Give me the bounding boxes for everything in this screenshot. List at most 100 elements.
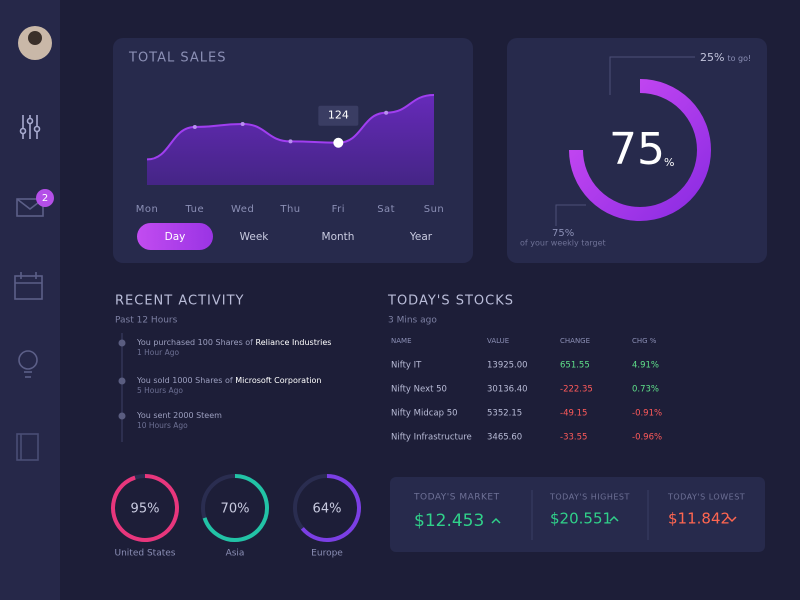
ring-arc <box>300 474 361 542</box>
remaining-value: 25% <box>700 51 724 64</box>
tab-active[interactable] <box>137 223 213 250</box>
stocks-title: TODAY'S STOCKS <box>387 294 514 309</box>
target-unit: % <box>664 156 674 169</box>
activity-desc: You sold 1000 Shares of <box>136 376 235 385</box>
stock-cell: 3465.60 <box>487 433 522 443</box>
stock-cell: 651.55 <box>560 361 590 371</box>
target-value: 75 <box>609 124 665 175</box>
activity-list: You purchased 100 Shares of Reliance Ind… <box>118 338 331 430</box>
activity-text: You purchased 100 Shares of Reliance Ind… <box>136 338 331 347</box>
stock-cell: Nifty Infrastructure <box>391 433 472 443</box>
achieved-note: of your weekly target <box>520 239 606 248</box>
column-header: NAME <box>391 337 412 345</box>
stock-cell: 30136.40 <box>487 385 528 395</box>
stock-cell: 4.91% <box>632 361 659 371</box>
day-label: Sun <box>424 204 445 215</box>
sales-point[interactable] <box>240 121 245 126</box>
tab[interactable]: Day <box>165 231 186 243</box>
market-label: TODAY'S HIGHEST <box>549 493 630 502</box>
market-card <box>390 477 765 552</box>
market-value: $11.842 <box>668 510 730 528</box>
region-name: Asia <box>226 549 245 559</box>
sales-plot: Mon Tue Wed Thu 124 Fri Sat Sun Day Week Month Year <box>136 94 445 250</box>
target-card <box>507 38 767 263</box>
stocks-table: NAME VALUE CHANGE CHG % Nifty IT 13925.00 651.… <box>391 337 662 443</box>
region-name: United States <box>115 549 176 559</box>
column-header: CHANGE <box>560 337 590 345</box>
tooltip-value: 124 <box>328 109 349 122</box>
activity-desc: You sent 2000 Steem <box>136 411 222 420</box>
activity-highlight: Microsoft Corporation <box>235 376 321 385</box>
sales-area <box>147 95 434 185</box>
ring-label: 64% <box>313 502 342 517</box>
day-label: Fri <box>332 204 345 215</box>
down-icon <box>727 516 737 523</box>
sales-point[interactable] <box>288 139 293 144</box>
target-gauge: 75% <box>569 79 711 221</box>
tooltip <box>318 105 359 126</box>
sidebar-icons <box>14 115 44 461</box>
activity-text: You sold 1000 Shares of Microsoft Corpor… <box>136 376 321 385</box>
stocks-subtitle: 3 Mins ago <box>388 316 437 326</box>
calendar-icon[interactable] <box>14 272 43 300</box>
stock-cell: Nifty Midcap 50 <box>391 409 458 419</box>
up-icon <box>491 517 501 524</box>
leader-line <box>609 56 695 95</box>
activity-text: You sent 2000 Steem <box>136 411 222 420</box>
tab[interactable]: Week <box>240 231 270 243</box>
sales-point[interactable] <box>192 125 197 130</box>
activity-time: 10 Hours Ago <box>137 421 188 430</box>
region-rings: 95% United States 70% Asia 64% Europe <box>111 474 361 559</box>
sidebar <box>0 0 60 600</box>
day-label: Thu <box>279 204 300 215</box>
timeline-dot <box>118 377 126 385</box>
tab[interactable]: Month <box>322 231 355 243</box>
activity-desc: You purchased 100 Shares of <box>136 338 256 347</box>
stock-cell: 5352.15 <box>487 409 522 419</box>
column-header: VALUE <box>487 337 509 345</box>
settings-icon[interactable] <box>19 115 41 139</box>
activity-subtitle: Past 12 Hours <box>115 316 178 326</box>
tab[interactable]: Year <box>409 231 433 243</box>
stock-cell: -33.55 <box>560 433 587 443</box>
stock-cell: Nifty Next 50 <box>391 385 447 395</box>
activity-title: RECENT ACTIVITY <box>115 294 244 309</box>
ring-arc <box>111 474 179 542</box>
market-stats: TODAY'S MARKET $12.453 TODAY'S HIGHEST $20.… <box>413 493 745 532</box>
market-value: $20.551 <box>550 510 612 528</box>
stock-cell: -222.35 <box>560 385 593 395</box>
timeline-dot <box>118 339 126 347</box>
day-label: Tue <box>185 204 205 215</box>
market-label: TODAY'S MARKET <box>413 493 500 503</box>
notebook-icon[interactable] <box>16 433 39 461</box>
achieved-value: 75% <box>552 228 574 239</box>
sales-title: TOTAL SALES <box>128 51 226 66</box>
stock-cell: -0.96% <box>632 433 662 443</box>
ring-arc <box>202 474 269 542</box>
avatar-face <box>28 31 42 45</box>
badge <box>36 189 54 207</box>
activity-time: 1 Hour Ago <box>137 348 179 357</box>
timeline-dot <box>118 412 126 420</box>
idea-icon[interactable] <box>18 350 38 378</box>
stock-cell: 0.73% <box>632 385 659 395</box>
region-name: Europe <box>311 549 343 559</box>
day-label: Wed <box>231 204 254 215</box>
day-label: Mon <box>136 204 159 215</box>
remaining-note: to go! <box>727 54 751 63</box>
sales-point-selected[interactable] <box>333 137 344 148</box>
market-label: TODAY'S LOWEST <box>667 493 745 502</box>
column-header: CHG % <box>632 337 657 345</box>
ring-label: 95% <box>131 502 160 517</box>
ring-label: 70% <box>221 502 250 517</box>
activity-highlight: Reliance Industries <box>256 338 332 347</box>
leader-line <box>555 204 586 226</box>
stock-cell: 13925.00 <box>487 361 528 371</box>
target-arc <box>569 79 711 221</box>
activity-time: 5 Hours Ago <box>137 386 183 395</box>
day-label: Sat <box>377 204 395 215</box>
remaining: 25% to go! <box>700 51 751 64</box>
sales-point[interactable] <box>384 110 389 115</box>
